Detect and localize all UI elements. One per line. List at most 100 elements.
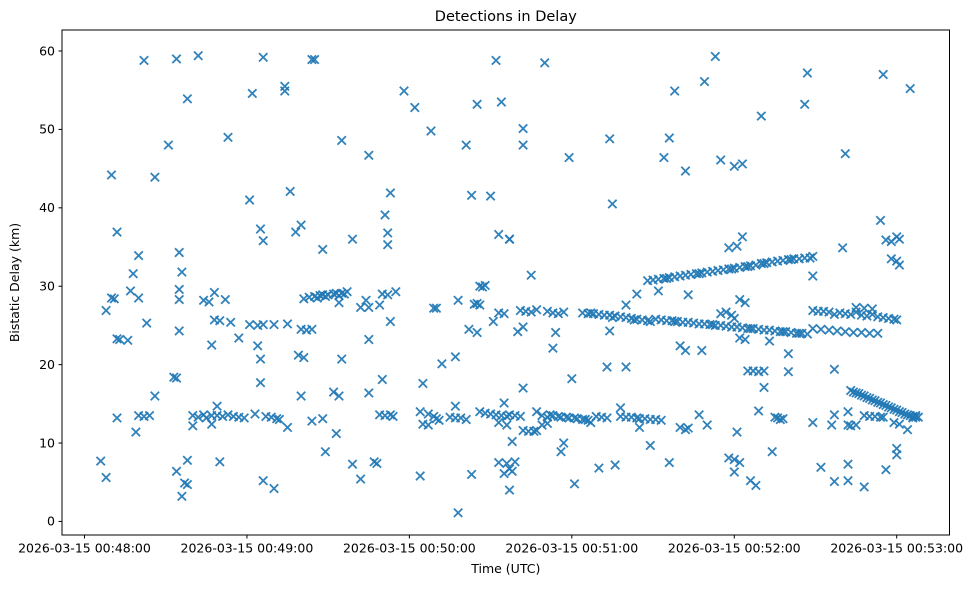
scatter-marker [493,457,504,468]
scatter-marker [474,300,485,310]
scatter-marker [580,414,591,425]
scatter-marker [710,51,721,62]
scatter-marker [244,319,255,330]
scatter-marker [204,297,214,307]
scatter-marker [182,479,193,490]
scatter-marker [862,311,872,321]
scatter-marker [128,268,139,279]
scatter-marker [807,251,818,262]
scatter-marker [296,391,306,401]
scatter-marker [464,324,474,335]
scatter-marker [214,315,225,326]
x-tick-label: 2026-03-15 00:48:00 [18,541,151,556]
scatter-marker [133,293,144,303]
scatter-marker [317,413,328,424]
scatter-marker [878,69,889,80]
scatter-marker [209,287,220,298]
scatter-marker [799,99,810,110]
scatter-marker [864,328,875,339]
scatter-marker [715,155,726,165]
scatter-marker [293,350,304,361]
scatter-marker [829,309,840,320]
scatter-marker [707,319,718,330]
scatter-marker [856,390,867,401]
scatter-marker [182,93,193,104]
scatter-marker [112,413,122,423]
scatter-marker [214,456,225,467]
scatter-marker [507,436,518,447]
scatter-marker [171,54,182,64]
scatter-marker [726,264,737,274]
scatter-marker [737,159,748,169]
scatter-marker [431,303,442,314]
scatter-marker [837,242,848,253]
scatter-marker [101,305,111,316]
scatter-marker [829,409,840,420]
y-tick-label: 20 [39,357,55,372]
scatter-marker [891,315,902,325]
x-axis-label: Time (UTC) [470,561,540,576]
scatter-marker [531,406,542,417]
scatter-marker [629,315,639,325]
scatter-marker [418,378,428,389]
scatter-marker [545,409,556,420]
scatter-marker [723,242,734,253]
scatter-marker [675,422,685,433]
scatter-marker [770,412,780,423]
scatter-marker [374,300,385,310]
scatter-marker [775,414,786,425]
scatter-marker [751,480,761,491]
scatter-marker [415,406,426,417]
scatter-marker [702,420,713,430]
scatter-marker [604,133,615,144]
scatter-marker [594,463,604,473]
scatter-marker [380,210,390,220]
scatter-marker [501,420,512,430]
scatter-marker [518,322,528,332]
scatter-marker [840,326,851,337]
scatter-marker [266,412,277,423]
scatter-marker [729,454,740,465]
scatter-marker [664,457,675,468]
scatter-marker [518,383,528,393]
scatter-marker [296,220,306,230]
scatter-marker [894,419,905,430]
scatter-marker [331,428,342,439]
scatter-marker [553,308,564,319]
scatter-marker [894,406,905,417]
scatter-marker [634,422,645,433]
scatter-marker [526,307,537,317]
y-tick-label: 10 [39,435,55,450]
scatter-marker [737,231,748,242]
scatter-marker [905,83,916,94]
scatter-marker [894,234,905,245]
scatter-marker [307,54,317,65]
scatter-marker [144,410,155,421]
scatter-marker [133,250,144,261]
scatter-marker [174,284,185,295]
scatter-marker [553,411,564,422]
scatter-marker [271,413,282,424]
scatter-marker [694,268,704,279]
scatter-marker [564,152,574,163]
scatter-marker [875,412,886,423]
scatter-marker [174,247,185,258]
scatter-marker [889,417,899,428]
scatter-marker [499,398,509,408]
scatter-marker [851,302,861,313]
scatter-marker [862,392,872,403]
scatter-marker [526,270,537,281]
scatter-marker [867,304,878,314]
scatter-marker [721,307,731,317]
scatter-marker [826,420,837,430]
x-tick-label: 2026-03-15 00:53:00 [830,541,963,556]
scatter-marker [409,102,420,113]
scatter-marker [829,364,840,375]
scatter-marker [233,333,244,343]
scatter-marker [604,326,615,336]
scatter-marker [187,420,198,431]
scatter-marker [328,289,339,299]
scatter-marker [106,293,117,303]
scatter-marker [361,295,371,306]
